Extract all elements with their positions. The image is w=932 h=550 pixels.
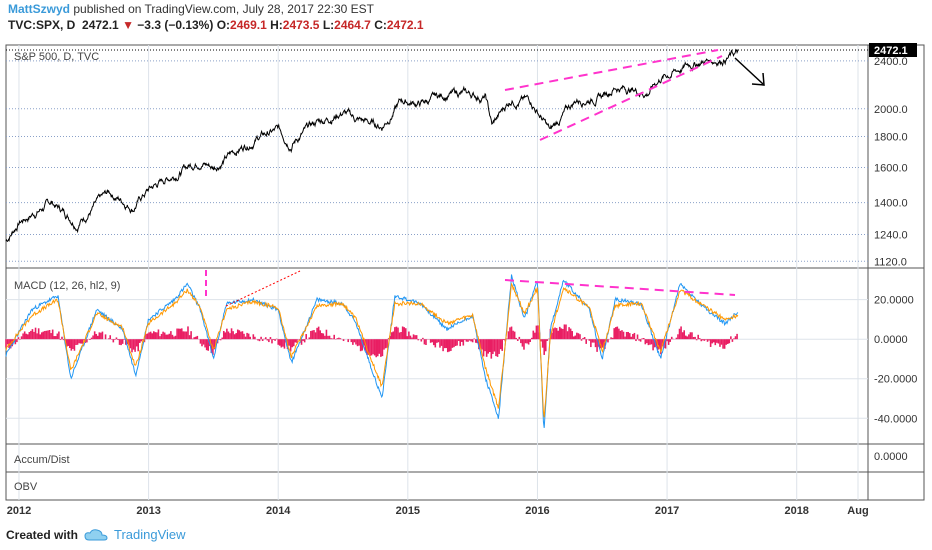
publish-header: MattSzwyd published on TradingView.com, … [8, 2, 374, 16]
macd-red-trendline [225, 270, 301, 307]
macd-line [5, 274, 739, 428]
open-value: 2469.1 [230, 18, 267, 32]
high-value: 2473.5 [282, 18, 320, 32]
lower-trendline [539, 55, 723, 141]
close-label: C: [374, 18, 387, 32]
tradingview-brand[interactable]: TradingView [114, 527, 186, 542]
upper-trendline [504, 49, 719, 91]
x-tick-label: Aug [847, 505, 868, 517]
chart-frame [5, 44, 925, 501]
obv-pane-title: OBV [14, 481, 38, 493]
price-tick-label: 1240.0 [874, 229, 908, 241]
published-text: published on TradingView.com, July 28, 2… [73, 2, 374, 16]
price-tick-label: 2000.0 [874, 104, 908, 116]
price-tick-label: 1600.0 [874, 162, 908, 174]
x-tick-label: 2014 [266, 505, 291, 517]
x-tick-label: 2018 [784, 505, 808, 517]
x-tick-label: 2012 [7, 505, 31, 517]
created-with-label: Created with [6, 527, 79, 542]
macd-tick-label: -40.0000 [874, 413, 917, 425]
macd-tick-label: 20.0000 [874, 295, 914, 307]
price-pane-title: S&P 500, D, TVC [14, 51, 99, 63]
author-link[interactable]: MattSzwyd [8, 2, 71, 16]
price-line [5, 48, 739, 242]
footer: Created with TradingView [6, 527, 186, 542]
price-tick-label: 1120.0 [874, 256, 907, 268]
symbol-header: TVC:SPX, D 2472.1 ▼ −3.3 (−0.13%) O:2469… [8, 18, 424, 32]
x-tick-label: 2017 [655, 505, 679, 517]
x-tick-label: 2016 [525, 505, 549, 517]
vertical-grid [18, 45, 859, 500]
accum-dist-pane-title: Accum/Dist [14, 454, 70, 466]
open-label: O: [216, 18, 231, 32]
arrowhead-icon [751, 72, 765, 86]
macd-trendline [504, 279, 736, 296]
last-price-badge [869, 43, 917, 57]
macd-tick-label: 0.0000 [874, 334, 908, 346]
x-tick-label: 2015 [396, 505, 420, 517]
close-value: 2472.1 [386, 18, 424, 32]
macd-tick-label: -20.0000 [874, 374, 917, 386]
macd-series [5, 274, 739, 428]
x-tick-label: 2013 [136, 505, 160, 517]
low-label: L: [322, 18, 335, 32]
down-arrow-icon: ▼ [122, 18, 134, 32]
last-price-label: 2472.1 [874, 45, 908, 57]
price-change: −3.3 (−0.13%) [137, 18, 214, 32]
signal-line [5, 282, 739, 418]
price-tick-label: 1800.0 [874, 131, 908, 143]
accum-dist-tick-label: 0.0000 [874, 451, 908, 463]
symbol-name: TVC:SPX, D [8, 18, 76, 32]
price-tick-label: 2400.0 [874, 56, 908, 68]
high-label: H: [270, 18, 283, 32]
annotation-arrow [734, 57, 764, 85]
low-value: 2464.7 [334, 18, 371, 32]
price-tick-label: 1400.0 [874, 198, 908, 210]
price-series [5, 48, 739, 242]
last-price: 2472.1 [82, 18, 119, 32]
macd-pane-title: MACD (12, 26, hl2, 9) [14, 280, 120, 292]
tradingview-cloud-icon [84, 528, 108, 540]
